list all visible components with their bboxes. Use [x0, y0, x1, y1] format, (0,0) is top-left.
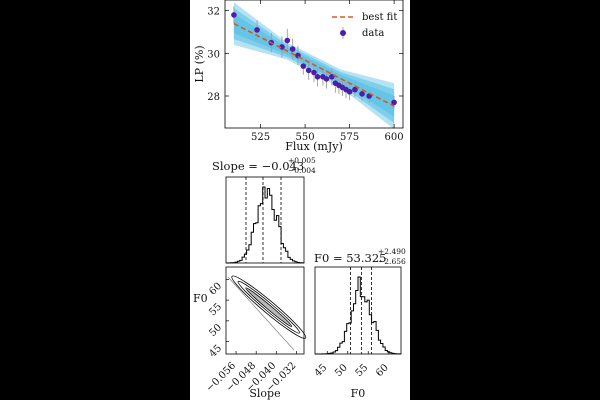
data-point	[254, 27, 260, 33]
x-tick-label: 550	[296, 132, 315, 143]
data-point	[391, 99, 397, 106]
best-fit-line	[233, 22, 395, 107]
data-point	[289, 46, 296, 52]
x-tick-label: 525	[251, 132, 270, 143]
F0-x-tick-label: 50	[333, 362, 350, 379]
data-point	[359, 91, 365, 97]
joint-contour	[237, 280, 300, 334]
F0-lower-error: −2.656	[378, 257, 406, 266]
F0-histogram	[315, 276, 402, 355]
fit-y-ticks: 28 30 32	[207, 7, 403, 103]
joint-scatter-ridge	[227, 276, 295, 351]
data-point	[323, 76, 330, 82]
F0-x-tick-label: 55	[354, 362, 371, 379]
fit-panel: 525 550 575 600 28 30 32 Flux (mJy) LP (%) be…	[193, 0, 404, 153]
fit-axes-frame	[224, 0, 404, 129]
F0-upper-error: +2.490	[378, 247, 406, 256]
data-points	[231, 6, 397, 109]
joint-y-tick-label: 50	[207, 322, 224, 339]
data-point	[231, 12, 237, 18]
slope-summary-title: Slope = −0.043	[212, 159, 304, 173]
fit-x-ticks: 525 550 575 600	[251, 0, 404, 143]
F0-marginal-panel: F0 = 53.325 +2.490 −2.656 45 50 55 60 F0	[313, 247, 406, 400]
joint-axes-frame	[225, 266, 305, 355]
joint-y-tick-label: 60	[207, 281, 224, 298]
F0-marginal-frame	[314, 266, 402, 355]
data-point	[314, 74, 321, 80]
data-point	[300, 63, 307, 69]
legend-best-fit-label: best fit	[362, 12, 397, 23]
slope-lower-error: −0.004	[288, 166, 316, 175]
legend: best fit data	[332, 12, 397, 39]
data-point	[305, 67, 312, 74]
data-point	[311, 69, 317, 76]
F0-x-tick-label: 60	[374, 362, 391, 379]
F0-x-axis-label: F0	[351, 387, 366, 400]
data-point	[346, 88, 353, 95]
joint-x-axis-label: Slope	[249, 387, 280, 400]
legend-data-swatch	[340, 30, 346, 36]
y-tick-label: 30	[207, 49, 220, 60]
joint-y-axis-label: F0	[193, 292, 208, 305]
fit-x-axis-label: Flux (mJy)	[285, 140, 343, 153]
joint-y-tick-label: 45	[207, 343, 224, 360]
slope-histogram	[226, 186, 305, 264]
joint-contour	[231, 275, 307, 339]
x-tick-label: 600	[385, 132, 404, 143]
y-tick-label: 28	[207, 92, 220, 103]
legend-data-label: data	[362, 28, 384, 39]
figure-panel: 525 550 575 600 28 30 32 Flux (mJy) LP (%) be…	[190, 0, 410, 400]
x-tick-label: 575	[340, 132, 359, 143]
data-point	[284, 37, 291, 44]
slope-marginal-frame	[225, 176, 305, 264]
fit-y-axis-label: LP (%)	[193, 45, 206, 82]
joint-contours	[227, 275, 307, 351]
F0-summary-title: F0 = 53.325	[314, 251, 386, 265]
joint-y-tick-label: 55	[207, 301, 224, 318]
slope-upper-error: +0.005	[288, 156, 316, 165]
slope-marginal-panel: Slope = −0.043 +0.005 −0.004	[212, 156, 316, 264]
joint-contour	[245, 287, 293, 327]
data-point	[352, 86, 358, 93]
F0-x-ticks: 45 50 55 60	[313, 351, 391, 379]
y-tick-label: 32	[207, 7, 220, 18]
corner-plot: 525 550 575 600 28 30 32 Flux (mJy) LP (%) be…	[193, 0, 406, 400]
F0-x-tick-label: 45	[313, 362, 330, 379]
